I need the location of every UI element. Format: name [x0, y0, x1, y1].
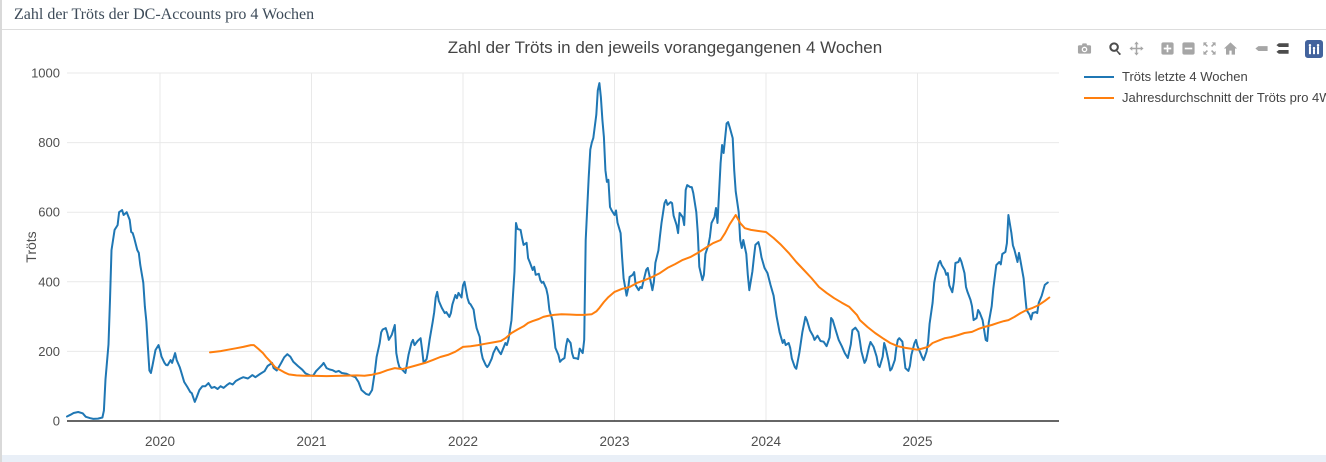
page-title: Zahl der Tröts der DC-Accounts pro 4 Woc… [14, 6, 315, 23]
hover-closest-icon[interactable] [1251, 39, 1272, 58]
y-tick-label: 1000 [31, 66, 60, 81]
page-header: Zahl der Tröts der DC-Accounts pro 4 Woc… [2, 0, 1326, 30]
chart-svg: 0 200 400 600 800 1000 2020 2021 2022 2023 2024 202… [23, 66, 1059, 449]
legend-swatch-blue [1084, 75, 1114, 78]
legend-swatch-orange [1084, 96, 1114, 99]
chart-area: 0 200 400 600 800 1000 2020 2021 2022 2023 2024 202… [2, 30, 1326, 455]
modebar [1064, 39, 1324, 58]
zoom-icon[interactable] [1105, 39, 1126, 58]
camera-icon[interactable] [1074, 39, 1095, 58]
autoscale-icon[interactable] [1199, 39, 1220, 58]
y-tick-label: 800 [38, 135, 60, 150]
legend-label: Jahresdurchschnitt der Tröts pro 4W [1122, 90, 1326, 105]
series-line-1[interactable] [66, 82, 1049, 420]
zoom-in-icon[interactable] [1157, 39, 1178, 58]
legend: Tröts letzte 4 Wochen Jahresdurchschnitt… [1084, 66, 1326, 108]
hover-compare-icon[interactable] [1272, 39, 1293, 58]
pan-icon[interactable] [1126, 39, 1147, 58]
y-tick-label: 400 [38, 274, 60, 289]
reset-axes-icon[interactable] [1220, 39, 1241, 58]
y-tick-label: 200 [38, 344, 60, 359]
y-tick-label: 0 [53, 414, 60, 429]
x-tick-label: 2024 [751, 434, 782, 449]
series-line-2[interactable] [209, 214, 1051, 378]
chart-title: Zahl der Tröts in den jeweils vorangegan… [447, 38, 883, 57]
x-tick-label: 2022 [448, 434, 478, 449]
legend-label: Tröts letzte 4 Wochen [1122, 69, 1248, 84]
legend-item-jahresdurchschnitt[interactable]: Jahresdurchschnitt der Tröts pro 4W [1084, 87, 1326, 108]
legend-item-troets[interactable]: Tröts letzte 4 Wochen [1084, 66, 1326, 87]
x-tick-label: 2020 [145, 434, 175, 449]
bottom-strip [2, 455, 1326, 462]
x-tick-label: 2023 [599, 434, 629, 449]
y-tick-label: 600 [38, 205, 60, 220]
y-axis-title: Tröts [23, 231, 39, 262]
plotly-logo[interactable] [1303, 39, 1324, 58]
zoom-out-icon[interactable] [1178, 39, 1199, 58]
x-tick-label: 2021 [296, 434, 326, 449]
x-tick-label: 2025 [902, 434, 932, 449]
